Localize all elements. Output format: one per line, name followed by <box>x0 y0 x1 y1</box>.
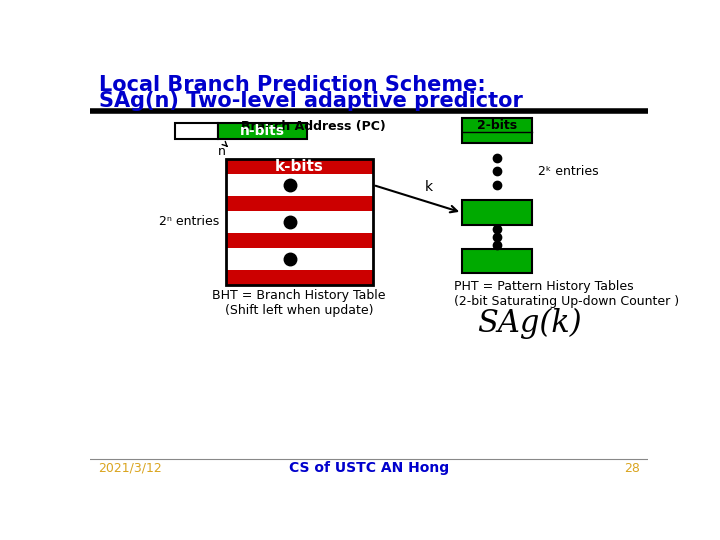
Bar <box>225 248 373 269</box>
Text: Branch Address (PC): Branch Address (PC) <box>241 120 386 133</box>
Bar <box>225 195 373 211</box>
Bar <box>225 211 373 233</box>
Bar <box>462 200 532 225</box>
Text: Local Branch Prediction Scheme:: Local Branch Prediction Scheme: <box>99 75 486 95</box>
Bar <box>175 123 218 139</box>
Text: 2ᵏ entries: 2ᵏ entries <box>538 165 598 178</box>
Text: n-bits: n-bits <box>240 124 284 138</box>
Bar <box>462 118 532 143</box>
Text: BHT = Branch History Table
(Shift left when update): BHT = Branch History Table (Shift left w… <box>212 289 386 317</box>
Text: SAg(n) Two-level adaptive predictor: SAg(n) Two-level adaptive predictor <box>99 91 523 111</box>
Bar <box>462 249 532 273</box>
Bar <box>225 233 373 248</box>
Bar <box>218 123 307 139</box>
Text: 28: 28 <box>624 462 640 475</box>
Bar <box>225 159 373 285</box>
Text: 2ⁿ entries: 2ⁿ entries <box>159 215 220 228</box>
Text: k: k <box>426 180 433 194</box>
Bar <box>225 269 373 285</box>
Text: CS of USTC AN Hong: CS of USTC AN Hong <box>289 461 449 475</box>
Text: 2-bits: 2-bits <box>477 119 517 132</box>
Text: 2021/3/12: 2021/3/12 <box>98 462 161 475</box>
Bar <box>225 159 373 174</box>
Text: k-bits: k-bits <box>275 159 324 174</box>
Text: n: n <box>218 145 226 158</box>
Text: PHT = Pattern History Tables
(2-bit Saturating Up-down Counter ): PHT = Pattern History Tables (2-bit Satu… <box>454 280 680 308</box>
Text: SAg(k): SAg(k) <box>477 307 582 339</box>
Bar <box>225 174 373 195</box>
